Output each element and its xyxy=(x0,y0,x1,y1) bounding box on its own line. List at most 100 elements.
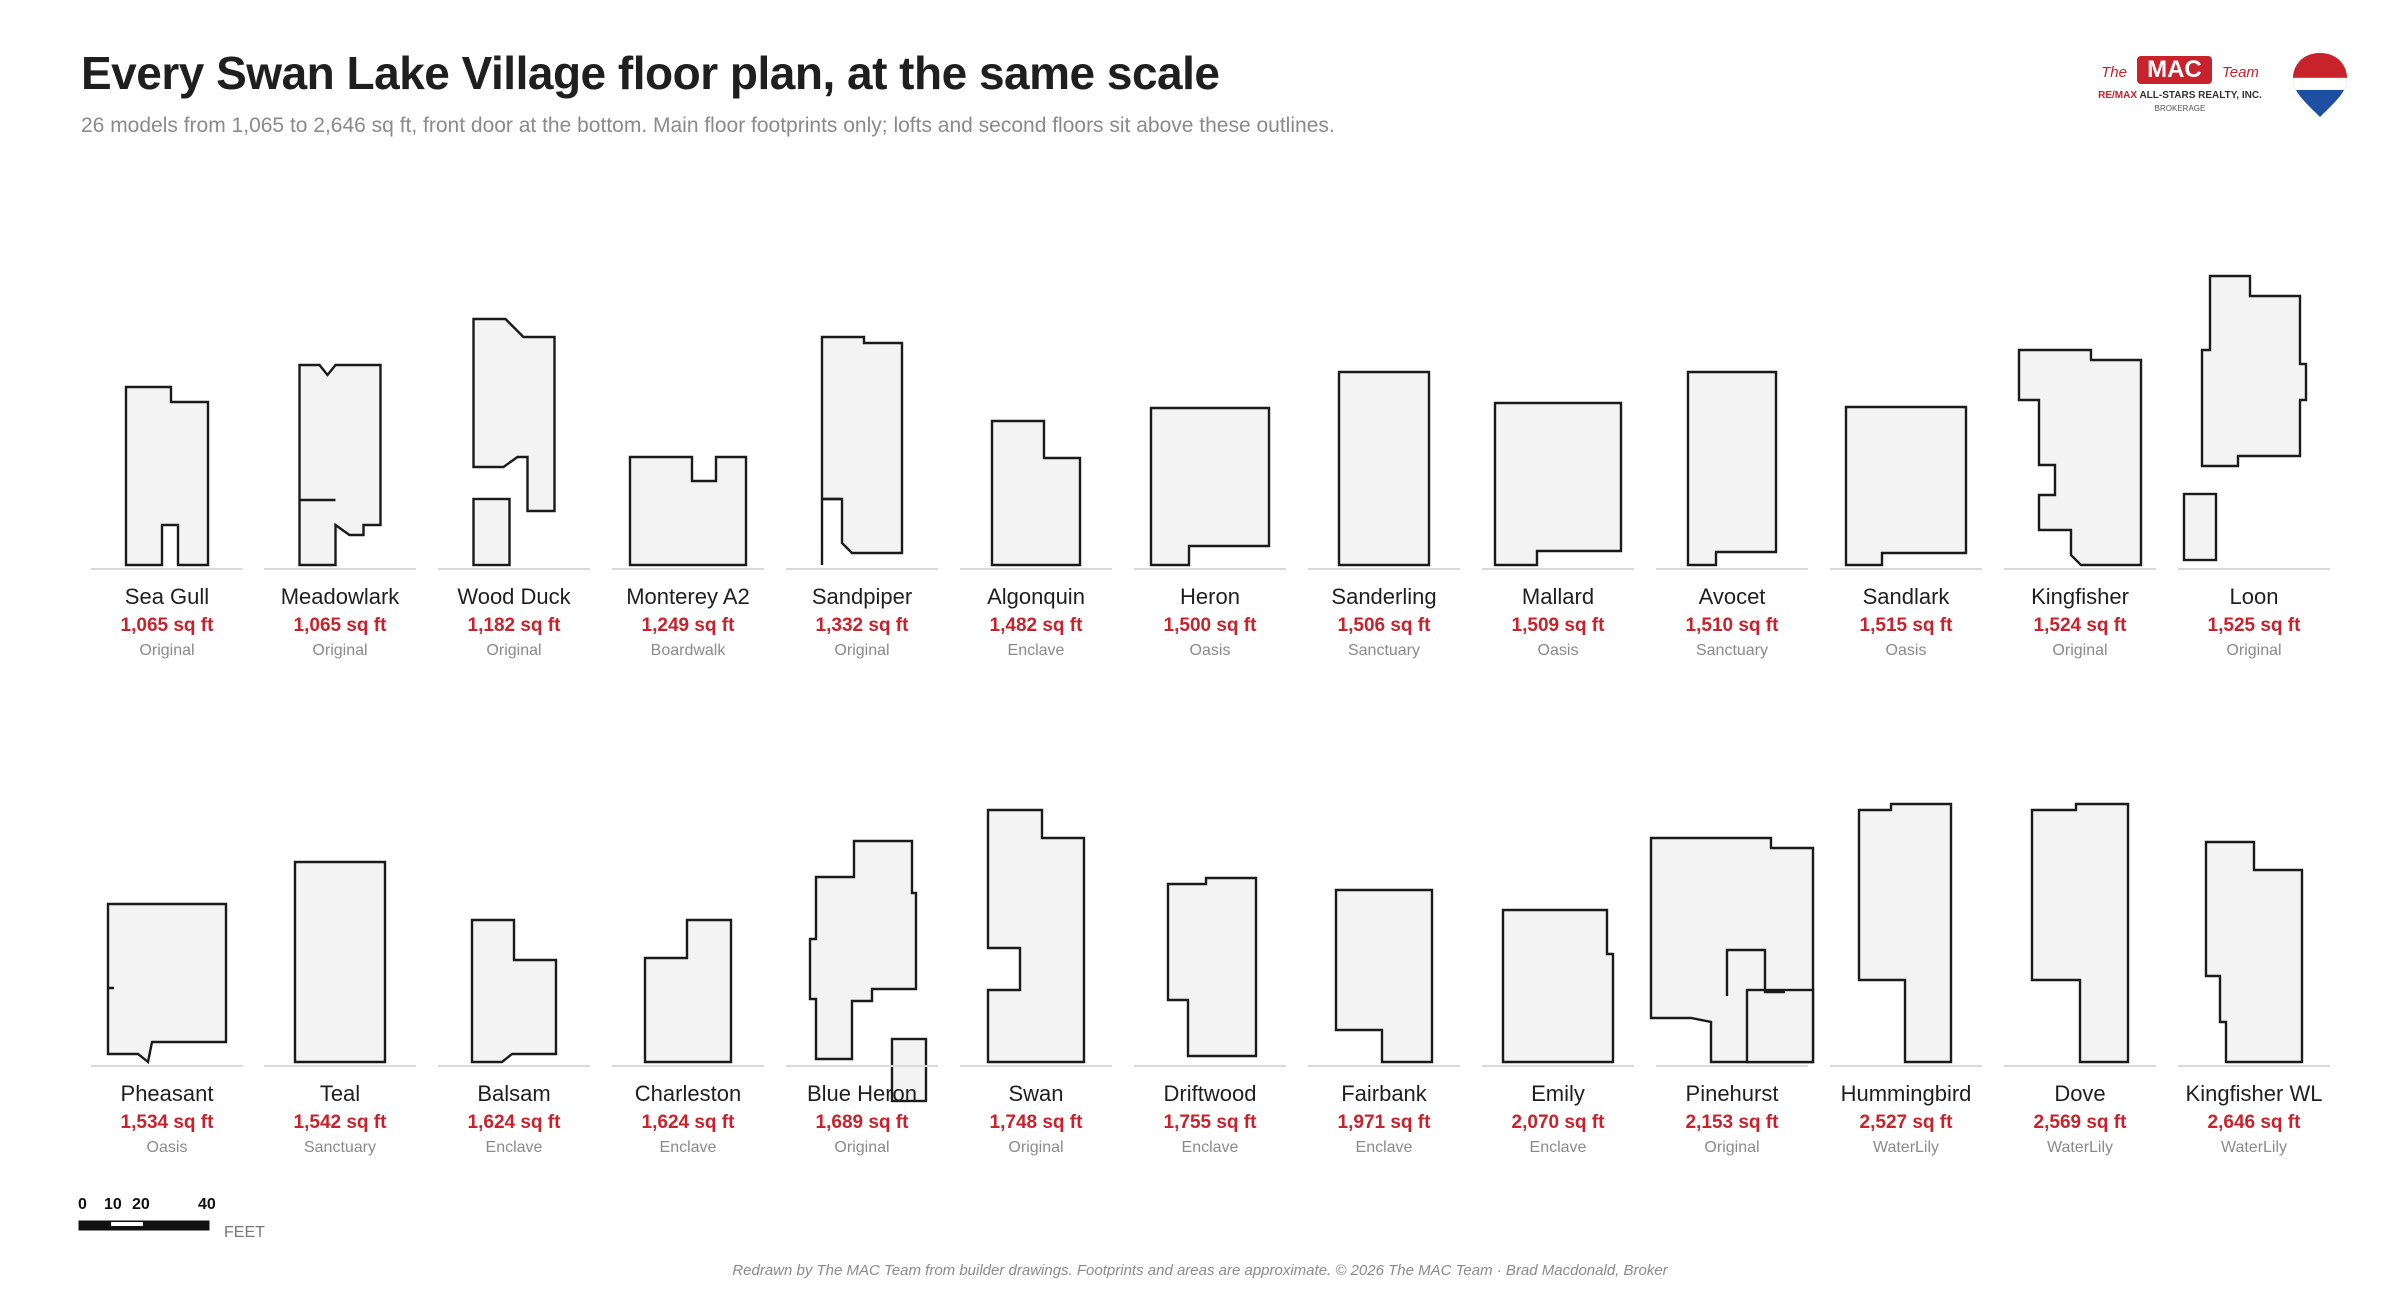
scale-tick-10: 10 xyxy=(104,1196,122,1213)
model-collection: Original xyxy=(2226,642,2281,659)
footprint-outline xyxy=(1337,370,1431,567)
page-title: Every Swan Lake Village floor plan, at t… xyxy=(81,47,1220,99)
model-collection: Original xyxy=(312,642,367,659)
floor-plan-sea-gull: Sea Gull 1,065 sq ft Original xyxy=(91,385,243,659)
footprint-outline xyxy=(643,918,733,1064)
floor-plan-avocet: Avocet 1,510 sq ft Sanctuary xyxy=(1656,370,1808,659)
model-name: Monterey A2 xyxy=(626,584,750,609)
model-area: 2,646 sq ft xyxy=(2208,1112,2302,1133)
model-name: Mallard xyxy=(1522,584,1594,609)
model-collection: WaterLily xyxy=(2221,1139,2287,1156)
footprint-outline xyxy=(2200,274,2308,468)
model-name: Heron xyxy=(1180,584,1240,609)
model-area: 1,510 sq ft xyxy=(1686,615,1780,636)
model-collection: Original xyxy=(1008,1139,1063,1156)
model-area: 1,332 sq ft xyxy=(816,615,910,636)
model-name: Sandlark xyxy=(1863,584,1951,609)
model-area: 1,689 sq ft xyxy=(816,1112,910,1133)
footprint-outline xyxy=(1857,802,1953,1064)
model-collection: Enclave xyxy=(1530,1139,1587,1156)
floor-plan-sandlark: Sandlark 1,515 sq ft Oasis xyxy=(1830,405,1982,659)
model-area: 1,509 sq ft xyxy=(1512,615,1606,636)
floor-plan-fairbank: Fairbank 1,971 sq ft Enclave xyxy=(1308,888,1460,1156)
footprint-outline xyxy=(628,455,748,567)
model-area: 1,182 sq ft xyxy=(468,615,562,636)
model-area: 2,569 sq ft xyxy=(2034,1112,2128,1133)
model-collection: Enclave xyxy=(660,1139,717,1156)
floor-plan-pheasant: Pheasant 1,534 sq ft Oasis xyxy=(91,902,243,1156)
model-area: 1,515 sq ft xyxy=(1860,615,1954,636)
footprint-outline xyxy=(2204,840,2304,1064)
brand-logo: The MAC Team RE/MAX ALL-STARS REALTY, IN… xyxy=(2080,50,2380,130)
model-collection: Original xyxy=(486,642,541,659)
footprint-outline xyxy=(820,335,904,565)
floor-plan-algonquin: Algonquin 1,482 sq ft Enclave xyxy=(960,419,1112,659)
footer-credit: Redrawn by The MAC Team from builder dra… xyxy=(732,1262,1668,1279)
footprint-outline xyxy=(990,419,1082,567)
footprint-outline xyxy=(470,918,558,1064)
model-name: Sanderling xyxy=(1331,584,1436,609)
floor-plan-loon: Loon 1,525 sq ft Original xyxy=(2178,274,2330,659)
floor-plan-emily: Emily 2,070 sq ft Enclave xyxy=(1482,908,1634,1156)
model-name: Kingfisher xyxy=(2031,584,2129,609)
scale-tick-0: 0 xyxy=(78,1196,87,1213)
footprint-outline xyxy=(106,902,228,1065)
floor-plan-hummingbird: Hummingbird 2,527 sq ft WaterLily xyxy=(1830,802,1982,1156)
model-collection: Sanctuary xyxy=(304,1139,376,1156)
floor-plan-driftwood: Driftwood 1,755 sq ft Enclave xyxy=(1134,876,1286,1156)
floor-plan-monterey-a2: Monterey A2 1,249 sq ft Boardwalk xyxy=(612,455,764,659)
model-collection: Oasis xyxy=(1190,642,1231,659)
model-collection: Oasis xyxy=(1538,642,1579,659)
floor-plan-swan: Swan 1,748 sq ft Original xyxy=(960,808,1112,1156)
footprint-outline xyxy=(1686,370,1778,567)
floor-plan-mallard: Mallard 1,509 sq ft Oasis xyxy=(1482,401,1634,659)
model-name: Algonquin xyxy=(987,584,1085,609)
footprint-outline xyxy=(986,808,1086,1064)
garage-outline xyxy=(890,1037,928,1103)
model-area: 1,065 sq ft xyxy=(294,615,388,636)
scale-bar: 0 10 20 40 FEET xyxy=(78,1196,338,1246)
model-name: Kingfisher WL xyxy=(2186,1081,2323,1106)
floor-plan-dove: Dove 2,569 sq ft WaterLily xyxy=(2004,802,2156,1156)
footprint-outline xyxy=(1493,401,1623,567)
model-name: Avocet xyxy=(1699,584,1766,609)
mac-team-wordmark: The MAC Team xyxy=(2080,56,2280,84)
model-collection: Boardwalk xyxy=(651,642,727,659)
model-collection: Oasis xyxy=(147,1139,188,1156)
model-name: Pheasant xyxy=(121,1081,214,1106)
model-name: Teal xyxy=(320,1081,360,1106)
model-area: 1,971 sq ft xyxy=(1338,1112,1432,1133)
model-area: 1,624 sq ft xyxy=(468,1112,562,1133)
footprint-outline xyxy=(472,317,556,513)
model-collection: Enclave xyxy=(1008,642,1065,659)
floor-plan-pinehurst: Pinehurst 2,153 sq ft Original xyxy=(1649,836,1815,1156)
floor-plan-heron: Heron 1,500 sq ft Oasis xyxy=(1134,406,1286,659)
brand-team: Team xyxy=(2221,64,2259,81)
model-area: 1,506 sq ft xyxy=(1338,615,1432,636)
floor-plan-charleston: Charleston 1,624 sq ft Enclave xyxy=(612,918,764,1156)
garage-outline xyxy=(472,497,511,567)
model-name: Blue Heron xyxy=(807,1081,917,1106)
model-name: Meadowlark xyxy=(281,584,401,609)
model-area: 2,070 sq ft xyxy=(1512,1112,1606,1133)
model-area: 1,755 sq ft xyxy=(1164,1112,1258,1133)
floor-plan-kingfisher-wl: Kingfisher WL 2,646 sq ft WaterLily xyxy=(2178,840,2330,1156)
model-name: Hummingbird xyxy=(1841,1081,1972,1106)
scale-bar-graphic xyxy=(78,1220,210,1231)
model-collection: Enclave xyxy=(1356,1139,1413,1156)
model-area: 1,542 sq ft xyxy=(294,1112,388,1133)
brand-brokerage: BROKERAGE xyxy=(2154,104,2206,113)
brand-remax: RE/MAX xyxy=(2098,90,2138,101)
footprint-outline xyxy=(2017,348,2143,567)
footprint-outline xyxy=(1844,405,1968,567)
footprint-outline xyxy=(1501,908,1615,1064)
model-collection: Enclave xyxy=(1182,1139,1239,1156)
brand-mac: MAC xyxy=(2137,56,2212,84)
model-name: Emily xyxy=(1531,1081,1585,1106)
footprint-outline xyxy=(2030,802,2130,1064)
model-name: Loon xyxy=(2230,584,2279,609)
model-name: Balsam xyxy=(477,1081,550,1106)
footprint-outline xyxy=(1334,888,1434,1064)
model-collection: Original xyxy=(834,1139,889,1156)
